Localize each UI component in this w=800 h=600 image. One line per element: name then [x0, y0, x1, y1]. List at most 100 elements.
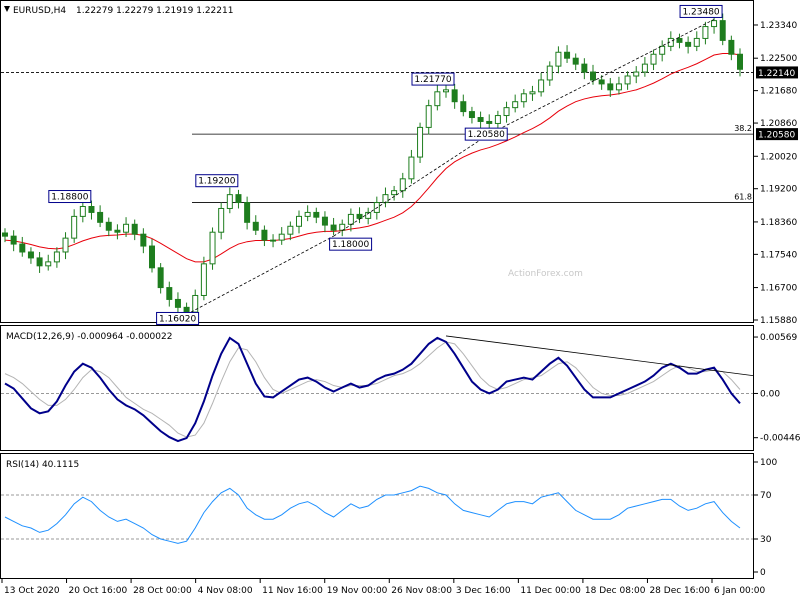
- moving-average-layer: [4, 52, 741, 263]
- candle: [114, 224, 121, 240]
- candle: [71, 209, 78, 243]
- candle: [659, 40, 666, 62]
- candle: [149, 238, 155, 273]
- rsi-tick-label: 0: [760, 568, 766, 578]
- fib-label: 61.8: [734, 193, 752, 202]
- candle: [693, 31, 700, 52]
- candle: [598, 75, 605, 90]
- candle: [166, 281, 173, 307]
- candle: [624, 71, 631, 90]
- candle: [443, 85, 449, 98]
- current-price-tag: 1.22140: [756, 66, 798, 79]
- candle: [313, 207, 320, 224]
- y-tick-label: 1.18360: [760, 218, 797, 228]
- candle: [365, 207, 372, 225]
- x-tick-label: 11 Nov 16:00: [262, 586, 323, 596]
- x-tick-label: 28 Oct 00:00: [133, 586, 192, 596]
- candle: [88, 200, 95, 220]
- candle: [200, 256, 207, 301]
- y-tick-label: 1.23340: [760, 21, 797, 31]
- y-tick-label: 1.15880: [760, 316, 797, 326]
- candle: [486, 114, 493, 129]
- symbol-marker-icon: [4, 6, 10, 12]
- macd-signal-line: [4, 341, 741, 438]
- symbol-label: EURUSD,H4: [13, 6, 66, 16]
- candle: [123, 217, 130, 237]
- candle: [244, 196, 251, 230]
- macd-panel: [0, 325, 754, 451]
- rsi-panel: [0, 453, 754, 579]
- svg-text:1.16020: 1.16020: [159, 314, 196, 324]
- y-tick-label: 1.17540: [760, 250, 797, 260]
- candle: [633, 66, 640, 84]
- macd-main-line: [4, 336, 741, 443]
- x-tick-label: 28 Dec 16:00: [649, 586, 710, 596]
- candle: [503, 101, 510, 123]
- candle: [235, 189, 242, 209]
- candle: [45, 254, 52, 271]
- candle: [140, 228, 147, 254]
- candle: [719, 13, 726, 46]
- candle: [105, 217, 112, 237]
- candle: [261, 225, 268, 247]
- trendline: [186, 235, 334, 315]
- candle: [304, 205, 311, 222]
- macd-tick-label: 0.00: [760, 389, 780, 399]
- candle: [529, 85, 536, 101]
- svg-text:1.18800: 1.18800: [51, 193, 88, 203]
- candle: [347, 208, 354, 232]
- macd-tick-label: 0.00569: [760, 333, 797, 343]
- candle: [685, 36, 692, 54]
- candle: [252, 215, 259, 235]
- rsi-axis: 100 70 30 0: [754, 458, 777, 578]
- y-tick-label: 1.21680: [760, 87, 797, 97]
- x-tick-label: 3 Dec 16:00: [456, 586, 511, 596]
- candle: [538, 72, 545, 97]
- candle: [425, 99, 432, 135]
- candle: [460, 94, 467, 117]
- trendline: [489, 19, 715, 135]
- quote-label: 1.22279 1.22279 1.21919 1.22211: [76, 6, 233, 16]
- moving-average-line: [4, 52, 741, 263]
- candle: [520, 89, 527, 108]
- trendline: [333, 133, 490, 237]
- candle: [581, 58, 588, 80]
- x-tick-label: 13 Oct 2020: [4, 586, 60, 596]
- candle: [572, 53, 579, 71]
- x-tick-label: 26 Nov 08:00: [391, 586, 452, 596]
- candles-layer: [2, 13, 743, 320]
- candle: [209, 227, 216, 270]
- candle: [27, 247, 34, 264]
- svg-text:1.21770: 1.21770: [414, 75, 451, 85]
- y-tick-label: 1.22500: [760, 54, 797, 64]
- candle: [702, 21, 709, 45]
- macd-layer: [1, 335, 754, 443]
- candle: [131, 219, 138, 241]
- candle: [157, 263, 164, 294]
- candle: [330, 217, 337, 235]
- x-tick-label: 18 Dec 08:00: [585, 586, 646, 596]
- candle: [270, 234, 277, 248]
- y-tick-label: 1.20020: [760, 152, 797, 162]
- x-tick-label: 4 Nov 08:00: [198, 586, 253, 596]
- svg-text:1.22140: 1.22140: [758, 69, 795, 79]
- candle: [417, 122, 424, 163]
- candle: [391, 185, 398, 201]
- price-annotation: 1.18000: [329, 237, 373, 251]
- y-tick-label: 1.20860: [760, 119, 797, 129]
- candle: [287, 221, 294, 241]
- rsi-label: RSI(14) 40.1115: [6, 460, 79, 470]
- candle: [494, 110, 501, 130]
- macd-axis: 0.00569 0.00 -0.00446: [754, 333, 800, 444]
- candle: [546, 61, 553, 86]
- x-axis: 13 Oct 2020 20 Oct 16:00 28 Oct 00:00 4 Nov…: [1, 579, 766, 596]
- candle: [737, 48, 743, 77]
- candle: [296, 210, 302, 234]
- rsi-tick-label: 30: [760, 535, 772, 545]
- candle: [512, 94, 519, 113]
- candle: [615, 76, 622, 95]
- candle: [2, 228, 8, 243]
- marked-price-tag: 1.20580: [756, 128, 798, 141]
- trendline-layer: [186, 19, 715, 315]
